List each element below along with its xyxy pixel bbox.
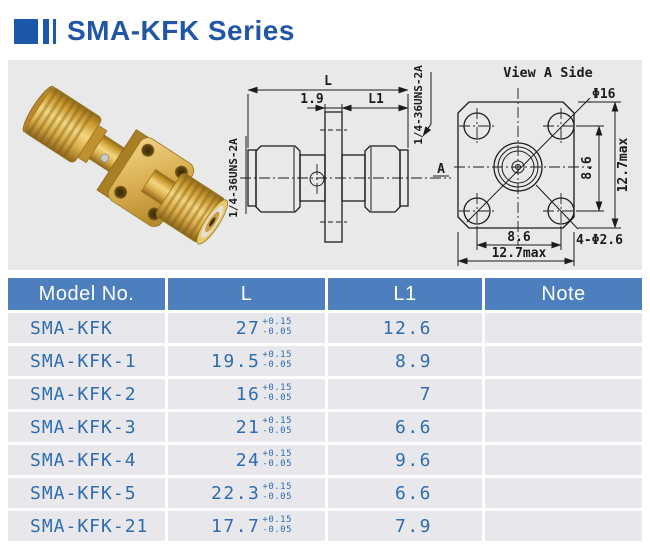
tolerance-stack: +0.15 -0.05 [262, 382, 292, 403]
drawing-panel: L 1.9 L1 1/4-36UNS-2A 1/4-36UNS-2A A Vie… [8, 60, 642, 270]
page-title: SMA-KFK Series [67, 15, 295, 46]
view-a-side-title: View A Side [503, 65, 592, 81]
model-cell: SMA-KFK-5 [8, 478, 165, 508]
tolerance-stack: +0.15 -0.05 [262, 349, 292, 370]
column-header-note: Note [485, 278, 642, 310]
table-header-row: Model No. L L1 Note [8, 278, 642, 310]
spec-table: Model No. L L1 Note SMA-KFK 27 +0.15 -0.0… [8, 278, 642, 541]
l1-cell: 9.6 [328, 445, 482, 475]
view-direction-label: A [437, 162, 445, 177]
l1-cell: 7.9 [328, 511, 482, 541]
holes-callout-label: 4-Φ2.6 [576, 233, 623, 248]
logo-square-icon [14, 18, 38, 44]
l1-cell: 7 [328, 379, 482, 409]
tolerance-stack: +0.15 -0.05 [262, 481, 292, 502]
thread-spec-right: 1/4-36UNS-2A [412, 65, 425, 145]
logo-bar-icon [53, 18, 56, 44]
table-row: SMA-KFK-4 24 +0.15 -0.05 9.6 [8, 445, 642, 475]
note-cell [485, 346, 642, 376]
model-cell: SMA-KFK-4 [8, 445, 165, 475]
note-cell [485, 511, 642, 541]
l1-cell: 8.9 [328, 346, 482, 376]
length-cell: 17.7 +0.15 -0.05 [168, 511, 325, 541]
flange-holes [459, 108, 579, 229]
technical-drawing: L 1.9 L1 1/4-36UNS-2A 1/4-36UNS-2A A Vie… [22, 65, 631, 266]
note-cell [485, 313, 642, 343]
length-cell: 22.3 +0.15 -0.05 [168, 478, 325, 508]
table-row: SMA-KFK-21 17.7 +0.15 -0.05 7.9 [8, 511, 642, 541]
dia-16-label: Φ16 [592, 87, 616, 102]
length-cell: 16 +0.15 -0.05 [168, 379, 325, 409]
connector-face [493, 142, 543, 192]
dim-12-7-vertical: 12.7max [616, 137, 631, 192]
flange-view-drawing: View A Side Φ16 4-Φ2.6 [454, 65, 631, 266]
length-cell: 27 +0.15 -0.05 [168, 313, 325, 343]
dim-L1-label: L1 [368, 92, 384, 107]
side-view-drawing: L 1.9 L1 1/4-36UNS-2A 1/4-36UNS-2A A [227, 65, 451, 243]
table-row: SMA-KFK-2 16 +0.15 -0.05 7 [8, 379, 642, 409]
tolerance-stack: +0.15 -0.05 [262, 316, 292, 337]
l1-cell: 6.6 [328, 478, 482, 508]
table-row: SMA-KFK 27 +0.15 -0.05 12.6 [8, 313, 642, 343]
length-cell: 24 +0.15 -0.05 [168, 445, 325, 475]
tolerance-stack: +0.15 -0.05 [262, 514, 292, 535]
note-cell [485, 379, 642, 409]
table-row: SMA-KFK-5 22.3 +0.15 -0.05 6.6 [8, 478, 642, 508]
note-cell [485, 412, 642, 442]
thread-spec-left: 1/4-36UNS-2A [227, 138, 240, 218]
dim-1-9-label: 1.9 [300, 92, 323, 107]
model-cell: SMA-KFK-1 [8, 346, 165, 376]
logo-bar-icon [43, 18, 49, 44]
model-cell: SMA-KFK-2 [8, 379, 165, 409]
l1-cell: 12.6 [328, 313, 482, 343]
note-cell [485, 478, 642, 508]
table-row: SMA-KFK-1 19.5 +0.15 -0.05 8.9 [8, 346, 642, 376]
column-header-l: L [168, 278, 325, 310]
dim-12-7-horizontal: 12.7max [492, 246, 547, 261]
table-row: SMA-KFK-3 21 +0.15 -0.05 6.6 [8, 412, 642, 442]
model-cell: SMA-KFK-21 [8, 511, 165, 541]
column-header-l1: L1 [328, 278, 482, 310]
model-cell: SMA-KFK [8, 313, 165, 343]
note-cell [485, 445, 642, 475]
dim-L-label: L [324, 74, 332, 89]
dim-8-6-horizontal: 8.6 [507, 230, 531, 245]
column-header-model: Model No. [8, 278, 165, 310]
tolerance-stack: +0.15 -0.05 [262, 448, 292, 469]
model-cell: SMA-KFK-3 [8, 412, 165, 442]
page-header: SMA-KFK Series [14, 15, 295, 47]
length-cell: 19.5 +0.15 -0.05 [168, 346, 325, 376]
connector-photo [22, 85, 228, 245]
dim-8-6-vertical: 8.6 [580, 156, 595, 180]
l1-cell: 6.6 [328, 412, 482, 442]
length-cell: 21 +0.15 -0.05 [168, 412, 325, 442]
table-body: SMA-KFK 27 +0.15 -0.05 12.6 SMA-KFK-1 19.… [8, 313, 642, 541]
tolerance-stack: +0.15 -0.05 [262, 415, 292, 436]
